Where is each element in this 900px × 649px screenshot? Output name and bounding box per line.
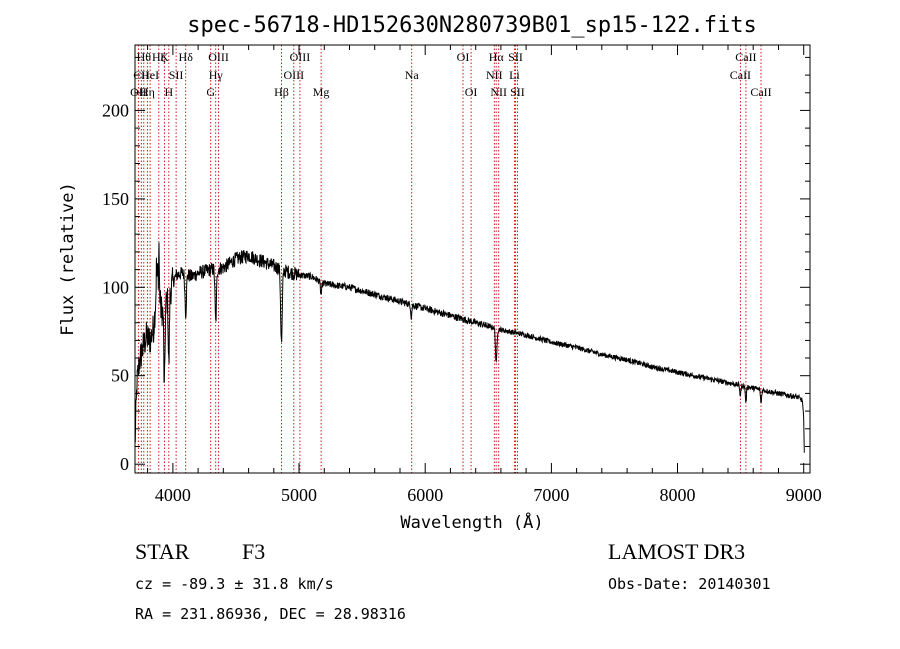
x-tick-label: 6000 <box>407 485 443 505</box>
line-marker-label: OI <box>457 50 470 64</box>
x-tick-label: 5000 <box>281 485 317 505</box>
line-marker-label: Mg <box>313 85 330 99</box>
line-marker-label: H <box>164 85 173 99</box>
line-marker-label: CII <box>133 68 149 82</box>
chart-title: spec-56718-HD152630N280739B01_sp15-122.f… <box>187 13 757 38</box>
x-tick-label: 4000 <box>155 485 191 505</box>
y-tick-label: 200 <box>102 100 129 120</box>
coordinates: RA = 231.86936, DEC = 28.98316 <box>135 605 406 623</box>
y-tick-label: 0 <box>120 454 129 474</box>
line-marker-label: Hα <box>489 50 505 64</box>
y-tick-label: 100 <box>102 277 129 297</box>
line-marker-label: SII <box>508 50 523 64</box>
line-marker-label: OIII <box>290 50 311 64</box>
line-marker-label: NII <box>486 68 503 82</box>
line-marker-label: Li <box>509 68 520 82</box>
y-axis-ticks: 0 50 100 150 200 <box>102 56 810 474</box>
object-class: STAR <box>135 539 190 564</box>
line-marker-label: G <box>206 85 215 99</box>
line-marker-label: OIII <box>283 68 304 82</box>
line-marker-label: Hη <box>140 85 155 99</box>
x-axis-label: Wavelength (Å) <box>400 511 543 533</box>
line-marker-label: OII <box>130 85 147 99</box>
line-marker-label: OI <box>465 85 478 99</box>
line-marker-labels: OII CII Hθ Hη HeI HζK H SII Hδ G Hγ OIII Hβ OIII OIII M… <box>130 50 772 99</box>
plot-frame <box>134 44 811 474</box>
x-tick-label: 9000 <box>786 485 822 505</box>
line-marker-label: Na <box>405 68 420 82</box>
y-tick-label: 50 <box>111 366 129 386</box>
x-tick-label: 8000 <box>660 485 696 505</box>
line-marker-label: CaII <box>735 50 756 64</box>
line-markers <box>137 45 762 473</box>
line-marker-label: CaII <box>730 68 751 82</box>
line-marker-label: Hγ <box>209 68 224 82</box>
line-marker-label: HeI <box>141 68 159 82</box>
redshift-cz: cz = -89.3 ± 31.8 km/s <box>135 575 334 593</box>
spectrum-line <box>134 242 805 453</box>
line-marker-label: Hβ <box>274 85 289 99</box>
line-marker-label: Hθ <box>137 50 152 64</box>
y-axis-label: Flux (relative) <box>58 182 78 336</box>
x-tick-label: 7000 <box>533 485 569 505</box>
line-marker-label: NII <box>490 85 507 99</box>
line-marker-label: OIII <box>208 50 229 64</box>
line-marker-label: K <box>160 50 169 64</box>
subclass: F3 <box>242 539 265 564</box>
x-axis-ticks: 4000 5000 6000 7000 8000 9000 <box>147 45 822 505</box>
line-marker-label: CaII <box>750 85 771 99</box>
line-marker-label: Hζ <box>152 50 166 64</box>
y-tick-label: 150 <box>102 189 129 209</box>
survey-name: LAMOST DR3 <box>608 539 745 564</box>
line-marker-label: SII <box>169 68 184 82</box>
obs-date: Obs-Date: 20140301 <box>608 575 771 593</box>
line-marker-label: Hδ <box>179 50 194 64</box>
line-marker-label: SII <box>510 85 525 99</box>
